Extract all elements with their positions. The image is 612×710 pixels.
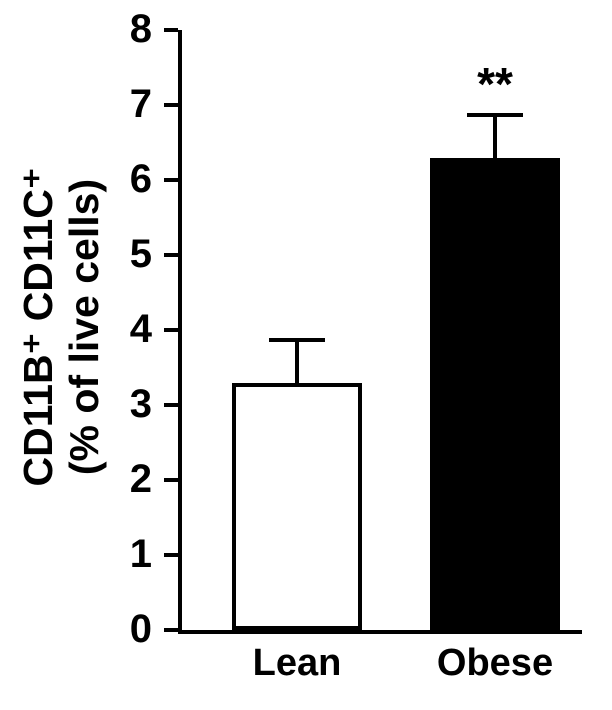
y-tick-label: 4 — [129, 307, 152, 351]
y-tick-mark — [164, 103, 178, 107]
y-tick-mark — [164, 478, 178, 482]
error-bar-line — [295, 337, 299, 383]
y-tick-mark — [164, 403, 178, 407]
y-tick-label: 0 — [129, 607, 152, 651]
bar-lean — [232, 382, 362, 630]
x-tick-label-lean: Lean — [252, 642, 342, 684]
plot-area: 0 1 2 3 4 5 6 7 8 Lean Obese ** — [130, 9, 582, 682]
error-bar-cap — [467, 112, 523, 117]
y-tick-mark — [164, 253, 178, 257]
y-tick-label: 5 — [129, 232, 152, 276]
y-tick-mark — [164, 628, 178, 632]
y-tick-label: 1 — [129, 532, 152, 576]
y-tick-label: 2 — [129, 457, 152, 501]
error-bar-line — [493, 112, 497, 158]
significance-label: ** — [477, 57, 513, 110]
y-tick-label: 6 — [129, 157, 152, 201]
y-tick-mark — [164, 28, 178, 32]
y-tick-label: 8 — [129, 7, 152, 51]
y-tick-mark — [164, 178, 178, 182]
bar-obese — [430, 157, 560, 630]
y-tick-label: 7 — [129, 82, 152, 126]
y-tick-mark — [164, 553, 178, 557]
y-axis-label-line-1: CD11B⁺ CD11C⁺ — [15, 167, 62, 487]
y-tick-mark — [164, 328, 178, 332]
error-bar-cap — [269, 337, 325, 342]
y-tick-label: 3 — [129, 382, 152, 426]
x-tick-label-obese: Obese — [436, 642, 554, 684]
